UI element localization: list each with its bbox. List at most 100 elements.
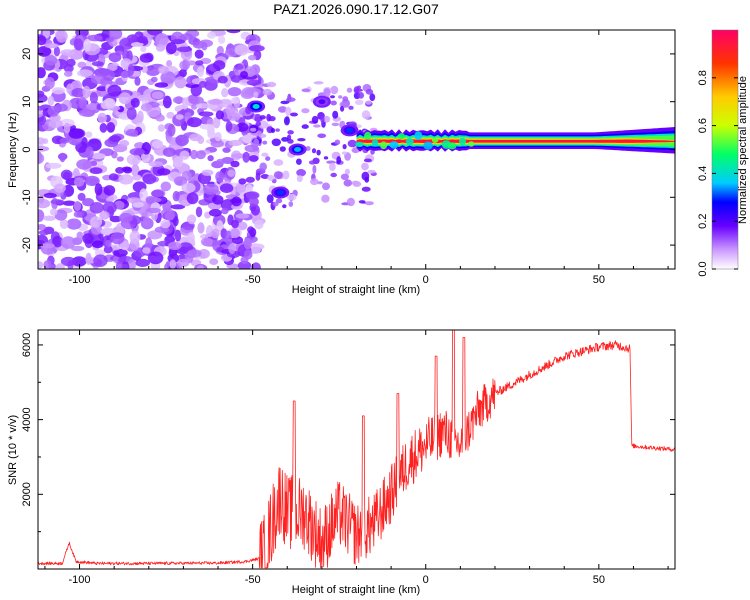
heatmap-noise-blob	[107, 84, 122, 97]
heatmap-noise-blob	[198, 111, 214, 117]
heatmap-noise-blob	[207, 131, 217, 139]
heatmap-noise-blob	[75, 141, 88, 153]
heatmap-noise-blob	[38, 93, 48, 103]
heatmap-noise-blob	[55, 30, 68, 43]
heatmap-noise-blob	[119, 140, 130, 147]
heatmap-noise-blob	[126, 107, 137, 120]
heatmap-noise-blob	[131, 42, 144, 48]
heatmap-noise-blob	[147, 251, 164, 265]
heatmap-y-tick-label: 20	[21, 48, 33, 60]
heatmap-noise-blob	[217, 75, 228, 84]
heatmap-noise-blob	[174, 76, 187, 89]
heatmap-noise-blob	[72, 256, 87, 267]
heatmap-noise-blob	[151, 189, 164, 198]
heatmap-noise-blob	[140, 46, 147, 53]
heatmap-noise-blob	[43, 215, 56, 221]
heatmap-clutter-blob	[266, 194, 274, 204]
heatmap-marks	[38, 30, 675, 269]
heatmap-noise-blob	[188, 176, 195, 186]
heatmap-noise-blob	[38, 209, 45, 223]
heatmap-noise-blob	[88, 102, 97, 111]
heatmap-noise-blob	[60, 256, 76, 267]
heatmap-noise-blob	[115, 167, 125, 174]
heatmap-noise-blob	[145, 196, 155, 204]
heatmap-noise-blob	[73, 211, 83, 218]
heatmap-clutter-blob	[323, 156, 329, 160]
heatmap-noise-blob	[215, 110, 225, 120]
heatmap-noise-blob	[73, 177, 85, 187]
heatmap-x-tick-label: 50	[593, 274, 605, 286]
heatmap-noise-blob	[134, 76, 141, 86]
heatmap-noise-blob	[160, 71, 176, 84]
heatmap-noise-blob	[60, 49, 75, 56]
heatmap-noise-blob	[195, 150, 206, 160]
heatmap-clutter-blob	[288, 201, 294, 208]
heatmap-noise-blob	[85, 146, 94, 160]
heatmap-noise-blob	[116, 156, 124, 162]
heatmap-clutter-blob	[265, 156, 271, 161]
heatmap-noise-blob	[139, 53, 153, 63]
heatmap-clutter-blob	[260, 174, 270, 179]
heatmap-noise-blob	[44, 43, 59, 49]
heatmap-noise-blob	[107, 63, 118, 72]
heatmap-clutter-blob	[356, 124, 362, 128]
heatmap-noise-blob	[66, 218, 82, 230]
heatmap-noise-blob	[175, 114, 184, 120]
heatmap-noise-blob	[240, 71, 248, 78]
heatmap-noise-blob	[82, 85, 91, 99]
heatmap-noise-blob	[194, 49, 204, 59]
heatmap-clutter-blob	[301, 124, 309, 129]
heatmap-noise-blob	[118, 174, 134, 185]
heatmap-clutter-blob	[329, 162, 336, 172]
heatmap-noise-blob	[210, 139, 224, 148]
colorbar-tick-label: 0.8	[697, 70, 709, 85]
heatmap-noise-blob	[83, 38, 92, 52]
heatmap-noise-blob	[84, 175, 100, 186]
heatmap-noise-blob	[166, 60, 173, 67]
heatmap-clutter-blob	[340, 173, 349, 180]
heatmap-clutter-blob	[253, 91, 259, 99]
heatmap-clutter-blob	[267, 174, 275, 181]
heatmap-noise-blob	[121, 261, 130, 269]
heatmap-noise-blob	[201, 41, 208, 51]
snr-marks	[38, 330, 675, 569]
heatmap-noise-blob	[99, 211, 110, 220]
heatmap-clutter-blob	[279, 146, 286, 152]
heatmap-clutter-blob	[347, 139, 357, 148]
heatmap-clutter-blob	[290, 112, 298, 117]
heatmap-clutter-blob	[249, 127, 257, 132]
colorbar: 0.0 0.2 0.4 0.6 0.8 Normalized spectral ampl…	[697, 29, 749, 277]
heatmap-noise-blob	[162, 147, 176, 157]
colorbar-tick-label: 0.2	[697, 214, 709, 229]
heatmap-noise-blob	[38, 224, 46, 230]
heatmap-noise-blob	[137, 110, 144, 123]
heatmap-ridge-blob	[364, 131, 372, 140]
snr-x-axis: -100 -50 0 50	[44, 330, 669, 586]
heatmap-noise-blob	[82, 233, 94, 244]
heatmap-feature	[276, 190, 284, 195]
heatmap-noise-blob	[207, 155, 214, 162]
heatmap-noise-blob	[196, 66, 205, 78]
snr-y-label: SNR (10 * v/v)	[7, 415, 19, 485]
heatmap-noise-blob	[53, 46, 61, 57]
heatmap-noise-blob	[96, 86, 108, 92]
heatmap-noise-blob	[238, 178, 247, 185]
heatmap-ridge-blob	[414, 131, 423, 141]
heatmap-noise-blob	[132, 174, 142, 181]
heatmap-clutter-blob	[296, 175, 303, 183]
heatmap-noise-blob	[190, 96, 204, 105]
snr-y-tick-label: 4000	[21, 407, 33, 431]
heatmap-noise-blob	[66, 58, 76, 67]
heatmap-noise-blob	[210, 228, 220, 239]
heatmap-clutter-blob	[255, 172, 261, 181]
heatmap-noise-blob	[231, 196, 242, 207]
heatmap-noise-blob	[136, 35, 148, 44]
heatmap-clutter-blob	[273, 171, 283, 180]
heatmap-noise-blob	[187, 249, 202, 258]
heatmap-clutter-blob	[287, 139, 294, 144]
heatmap-noise-blob	[94, 249, 106, 257]
heatmap-ridge-blob	[468, 141, 475, 147]
heatmap-noise-blob	[59, 152, 66, 163]
heatmap-noise-blob	[127, 259, 136, 269]
heatmap-noise-blob	[231, 97, 240, 104]
